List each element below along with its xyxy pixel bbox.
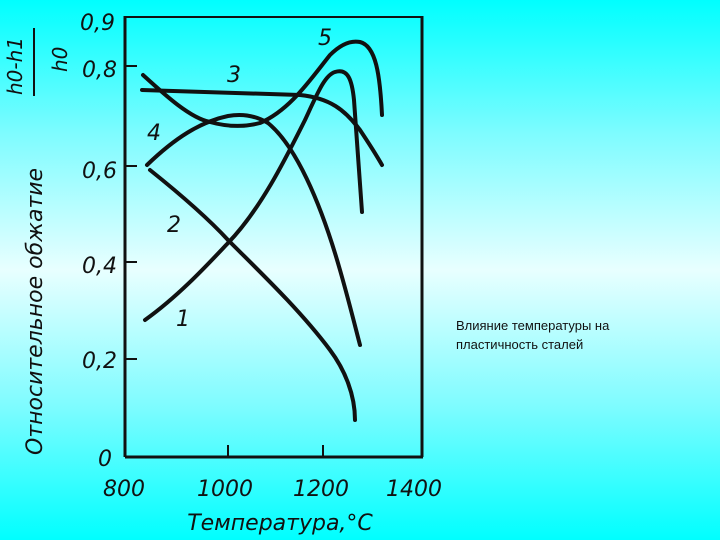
y-tick-marks xyxy=(125,65,137,360)
x-tick-1000: 1000 xyxy=(197,477,253,502)
y-tick-0.9: 0,9 xyxy=(80,11,115,36)
y-tick-0.6: 0,6 xyxy=(82,159,117,184)
plot-frame xyxy=(123,16,424,459)
x-tick-marks xyxy=(227,445,324,457)
y-tick-0.8: 0,8 xyxy=(82,58,117,83)
caption-line-2: пластичность сталей xyxy=(456,337,584,352)
curve-label-5: 5 xyxy=(318,26,332,51)
curve-2 xyxy=(148,168,357,422)
y-tick-labels: 0,9 0,8 0,6 0,4 0,2 0 xyxy=(80,11,117,472)
x-tick-labels: 800 1000 1200 1400 xyxy=(103,477,442,502)
x-axis-label: Температура,°C xyxy=(187,511,373,536)
y-tick-0.2: 0,2 xyxy=(82,349,117,374)
curve-4 xyxy=(145,112,362,347)
x-tick-800: 800 xyxy=(103,477,145,502)
y-axis-label: Относительное обжатие xyxy=(23,168,48,455)
curve-label-1: 1 xyxy=(176,307,190,332)
fraction-denominator: h0 xyxy=(48,47,72,72)
curve-3 xyxy=(140,88,384,167)
curve-1 xyxy=(143,69,364,322)
curve-5 xyxy=(141,39,384,128)
curve-label-4: 4 xyxy=(147,121,161,146)
curve-label-3: 3 xyxy=(227,63,241,88)
slide-caption: Влияние температуры на пластичность стал… xyxy=(456,316,706,354)
x-tick-1200: 1200 xyxy=(293,477,349,502)
curve-label-2: 2 xyxy=(167,213,181,238)
caption-line-1: Влияние температуры на xyxy=(456,318,610,333)
x-tick-1400: 1400 xyxy=(386,477,442,502)
fraction-numerator: h0-h1 xyxy=(3,37,27,95)
y-tick-0: 0 xyxy=(98,447,112,472)
y-tick-0.4: 0,4 xyxy=(82,254,117,279)
y-axis-fraction: h0-h1 h0 xyxy=(3,28,72,96)
